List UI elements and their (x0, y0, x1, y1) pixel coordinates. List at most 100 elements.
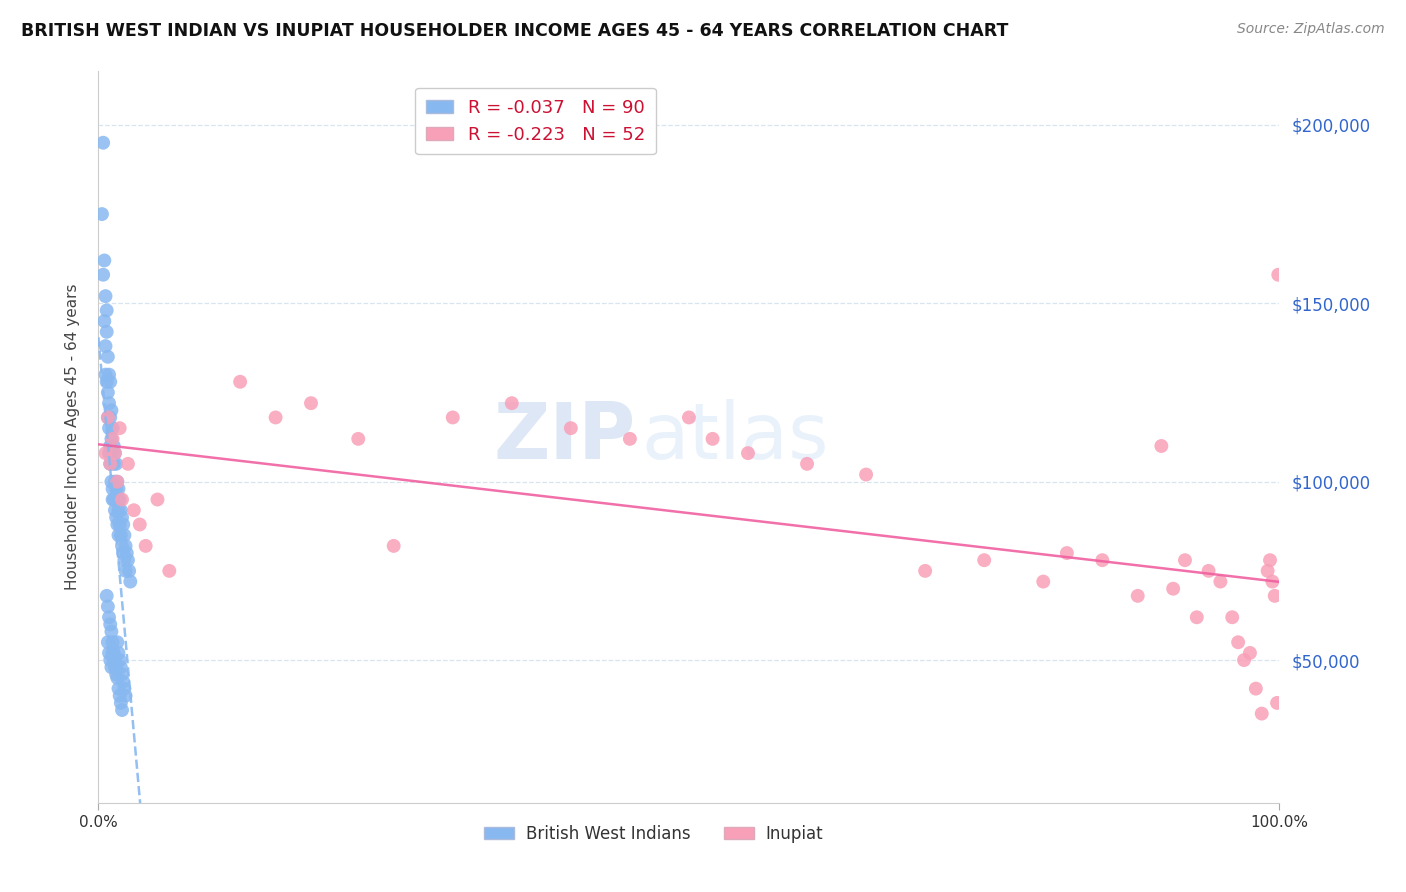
Point (103, 646, 125, 660)
Point (1227, 635, 1250, 649)
Point (105, 667, 128, 681)
Point (1209, 574, 1232, 589)
Point (105, 510, 128, 524)
Point (1264, 589, 1286, 603)
Point (104, 475, 127, 489)
Point (107, 646, 129, 660)
Point (737, 446, 759, 460)
Point (104, 446, 127, 460)
Point (91, 207, 114, 221)
Point (98, 653, 121, 667)
Point (1265, 696, 1288, 710)
Point (1239, 646, 1261, 660)
Point (97, 410, 120, 425)
Point (441, 410, 464, 425)
Point (100, 403, 122, 417)
Point (111, 703, 134, 717)
Point (104, 660, 127, 674)
Point (973, 553, 995, 567)
Point (501, 396, 523, 410)
Point (107, 503, 129, 517)
Point (94, 339, 117, 353)
Point (114, 564, 136, 578)
Point (111, 510, 134, 524)
Point (111, 539, 134, 553)
Text: Source: ZipAtlas.com: Source: ZipAtlas.com (1237, 22, 1385, 37)
Point (101, 432, 124, 446)
Point (93, 314, 115, 328)
Point (101, 492, 124, 507)
Point (98, 421, 121, 435)
Point (101, 446, 124, 460)
Point (1150, 439, 1173, 453)
Point (101, 635, 124, 649)
Point (105, 517, 128, 532)
Point (98, 457, 121, 471)
Point (100, 432, 122, 446)
Point (98, 617, 121, 632)
Point (98, 457, 121, 471)
Point (347, 432, 370, 446)
Point (1261, 574, 1284, 589)
Point (110, 660, 132, 674)
Point (94, 446, 117, 460)
Point (1091, 553, 1114, 567)
Point (114, 539, 136, 553)
Point (96, 325, 118, 339)
Point (112, 517, 135, 532)
Point (229, 375, 252, 389)
Point (98, 368, 121, 382)
Point (702, 432, 724, 446)
Point (112, 681, 135, 696)
Point (111, 667, 134, 681)
Point (107, 482, 129, 496)
Point (1244, 681, 1267, 696)
Point (97, 635, 120, 649)
Point (108, 421, 131, 435)
Point (108, 517, 131, 532)
Point (112, 553, 135, 567)
Point (104, 653, 127, 667)
Point (103, 457, 125, 471)
Point (105, 482, 128, 496)
Point (1198, 564, 1220, 578)
Point (1126, 589, 1149, 603)
Text: BRITISH WEST INDIAN VS INUPIAT HOUSEHOLDER INCOME AGES 45 - 64 YEARS CORRELATION: BRITISH WEST INDIAN VS INUPIAT HOUSEHOLD… (21, 22, 1008, 40)
Point (1267, 268, 1289, 282)
Point (299, 396, 322, 410)
Point (97, 385, 120, 400)
Point (101, 646, 124, 660)
Point (264, 410, 287, 425)
Point (1258, 553, 1281, 567)
Point (101, 482, 124, 496)
Point (101, 421, 124, 435)
Point (98, 410, 121, 425)
Point (914, 564, 936, 578)
Point (115, 546, 138, 560)
Point (157, 564, 180, 578)
Point (98, 439, 121, 453)
Point (104, 503, 127, 517)
Point (98, 375, 121, 389)
Point (1250, 706, 1272, 721)
Point (98, 396, 121, 410)
Point (111, 492, 134, 507)
Point (112, 546, 135, 560)
Point (105, 635, 128, 649)
Legend: British West Indians, Inupiat: British West Indians, Inupiat (478, 818, 830, 849)
Point (105, 457, 128, 471)
Point (96, 589, 118, 603)
Point (103, 492, 125, 507)
Point (108, 653, 131, 667)
Point (855, 467, 877, 482)
Point (110, 503, 132, 517)
Point (118, 564, 141, 578)
Point (1174, 553, 1197, 567)
Point (560, 421, 582, 435)
Point (1257, 564, 1279, 578)
Point (135, 539, 157, 553)
Point (100, 475, 122, 489)
Point (1220, 610, 1243, 624)
Point (108, 492, 131, 507)
Point (1233, 653, 1256, 667)
